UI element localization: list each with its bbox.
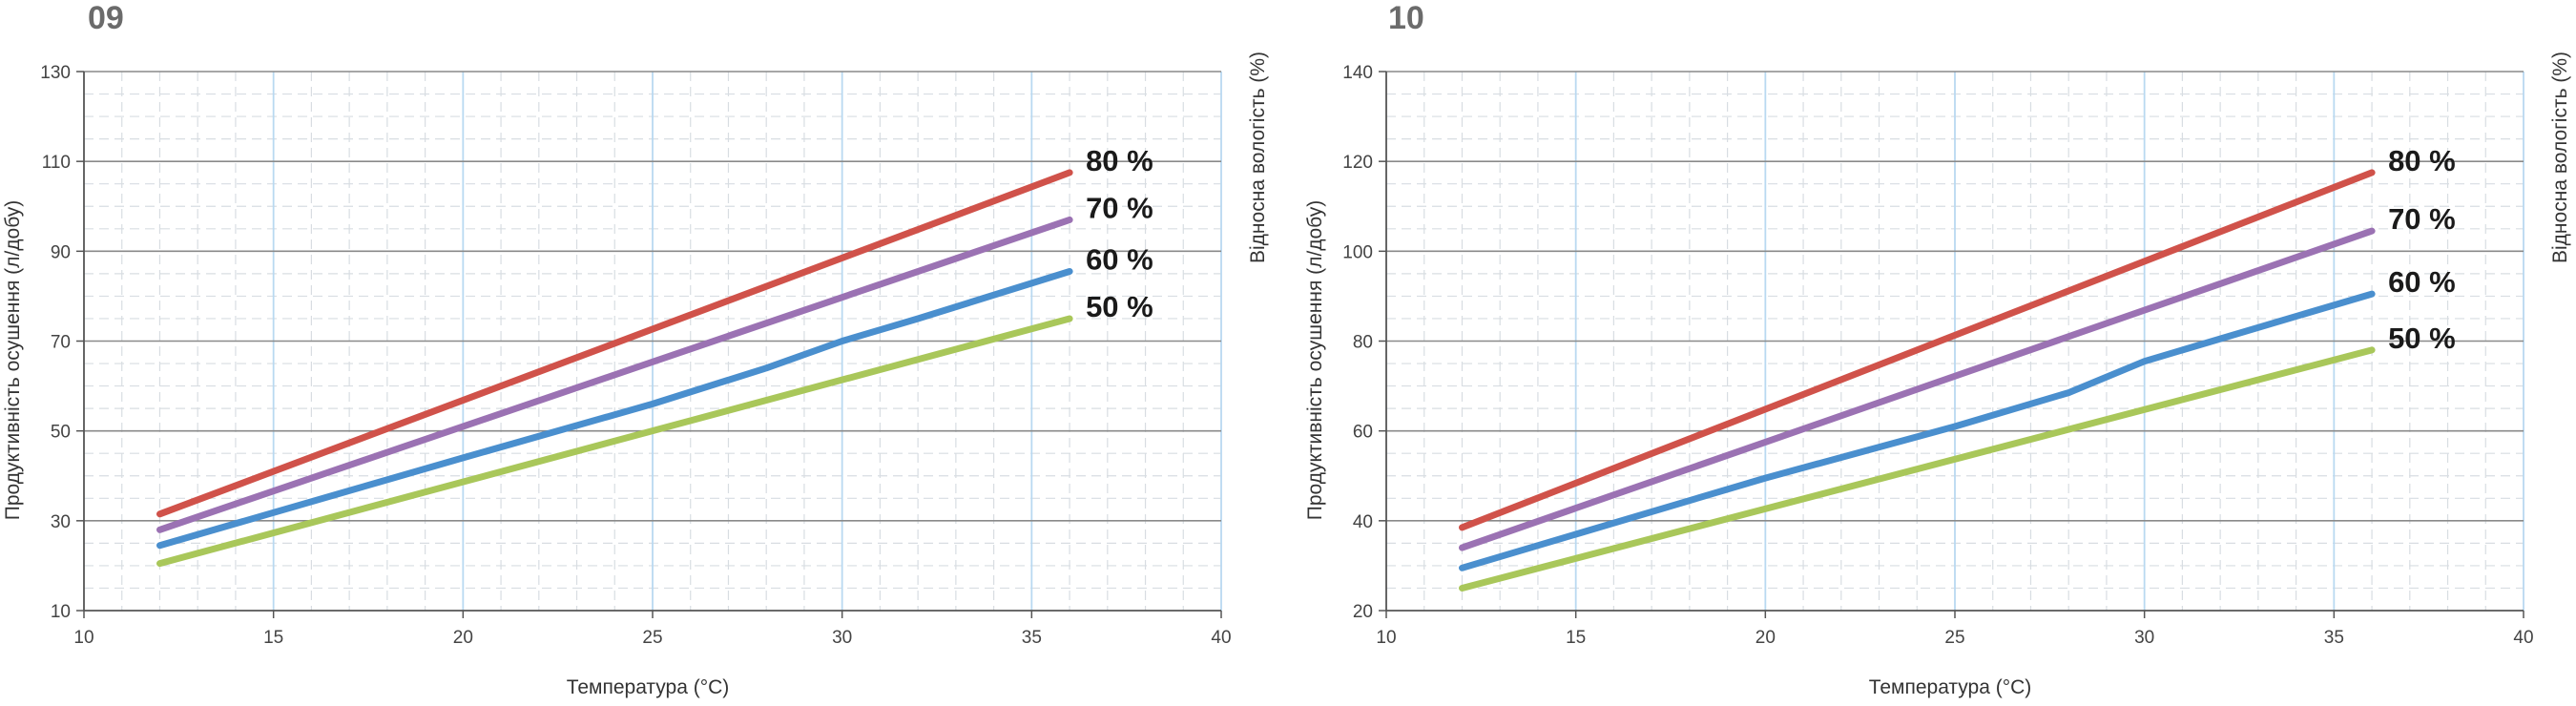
series-line-80 bbox=[1459, 169, 2376, 531]
series-label-70: 70 % bbox=[1086, 191, 1153, 224]
y-tick-label: 130 bbox=[40, 63, 71, 83]
panel-number: 09 bbox=[88, 0, 124, 36]
series-line-50 bbox=[1459, 346, 2376, 592]
y-tick-label: 70 bbox=[51, 333, 71, 353]
x-tick-label: 15 bbox=[263, 628, 283, 648]
x-tick-label: 10 bbox=[1376, 628, 1396, 648]
series-line-60 bbox=[1459, 290, 2376, 571]
series-line-60 bbox=[156, 268, 1073, 550]
y-tick-label: 10 bbox=[51, 602, 71, 622]
x-tick-label: 25 bbox=[1944, 628, 1964, 648]
x-tick-label: 35 bbox=[2324, 628, 2344, 648]
y-tick-label: 40 bbox=[1353, 512, 1373, 532]
y-axis-title: Продуктивність осушення (л/добу) bbox=[1304, 200, 1326, 521]
x-axis-title: Температура (°C) bbox=[567, 676, 730, 698]
y-tick-label: 60 bbox=[1353, 423, 1373, 443]
y-tick-label: 140 bbox=[1342, 63, 1373, 83]
x-tick-label: 10 bbox=[73, 628, 93, 648]
y-tick-label: 20 bbox=[1353, 602, 1373, 622]
x-axis-title: Температура (°C) bbox=[1869, 676, 2032, 698]
x-tick-label: 15 bbox=[1566, 628, 1586, 648]
right-axis-title: Відносна вологість (%) bbox=[2549, 52, 2571, 263]
y-axis-title: Продуктивність осушення (л/добу) bbox=[2, 200, 24, 521]
right-axis-title: Відносна вологість (%) bbox=[1247, 52, 1269, 263]
chart-panel-09: 09 10 15 20 25 30 35 40 10 30 50 70 90 110 130 Температ… bbox=[2, 0, 1269, 698]
series-line-80 bbox=[156, 169, 1073, 518]
y-tick-label: 50 bbox=[51, 423, 71, 443]
series-line-50 bbox=[156, 315, 1073, 568]
series-label-70: 70 % bbox=[2388, 202, 2456, 236]
y-tick-label: 120 bbox=[1342, 153, 1373, 173]
y-tick-label: 100 bbox=[1342, 242, 1373, 262]
series-line-70 bbox=[156, 216, 1073, 533]
series-label-80: 80 % bbox=[2388, 144, 2456, 177]
y-tick-label: 110 bbox=[42, 153, 71, 173]
series-label-50: 50 % bbox=[1086, 290, 1153, 323]
x-tick-label: 25 bbox=[642, 628, 662, 648]
x-tick-label: 40 bbox=[2513, 628, 2533, 648]
series-line-70 bbox=[1459, 227, 2376, 551]
chart-panel-10: 10 10 15 20 25 30 35 40 20 40 60 80 100 120 140 Темпера… bbox=[1304, 0, 2571, 698]
series-label-60: 60 % bbox=[1086, 243, 1153, 277]
series-label-50: 50 % bbox=[2388, 322, 2456, 355]
y-tick-label: 80 bbox=[1353, 333, 1373, 353]
x-tick-label: 35 bbox=[1022, 628, 1042, 648]
y-tick-label: 30 bbox=[51, 512, 71, 532]
y-tick-label: 90 bbox=[51, 242, 71, 262]
x-tick-label: 30 bbox=[832, 628, 852, 648]
x-tick-label: 30 bbox=[2134, 628, 2154, 648]
x-tick-label: 40 bbox=[1211, 628, 1231, 648]
panel-number: 10 bbox=[1388, 0, 1424, 36]
x-tick-label: 20 bbox=[453, 628, 473, 648]
x-tick-label: 20 bbox=[1755, 628, 1776, 648]
series-label-80: 80 % bbox=[1086, 144, 1153, 177]
series-label-60: 60 % bbox=[2388, 265, 2456, 299]
